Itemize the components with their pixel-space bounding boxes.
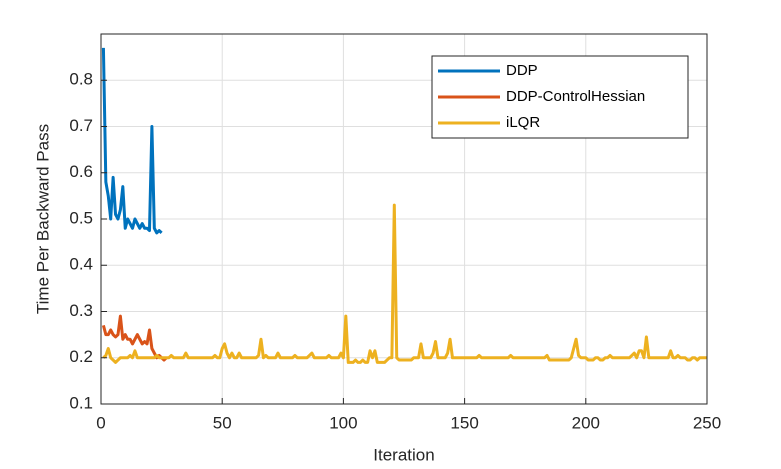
legend-label: iLQR [506,114,540,131]
legend: DDP DDP-ControlHessian iLQR [431,55,689,139]
series-line [101,47,163,235]
y-tick-label: 0.7 [69,116,93,135]
ticks: 0 50 100 150 200 250 0.1 0.2 0.3 0.4 0.5 0.6 0.7 0.8 [69,70,721,433]
x-tick-label: 150 [450,413,478,432]
x-tick-label: 200 [572,413,600,432]
legend-label: DDP [506,62,538,79]
y-tick-label: 0.4 [69,255,93,274]
x-tick-label: 250 [693,413,721,432]
y-tick-label: 0.1 [69,393,93,412]
legend-label: DDP-ControlHessian [506,88,645,105]
x-tick-label: 50 [213,413,232,432]
y-axis-label: Time Per Backward Pass [33,124,52,314]
x-tick-label: 100 [329,413,357,432]
plot-area [101,47,707,364]
x-axis-label: Iteration [373,445,434,464]
x-tick-label: 0 [96,413,105,432]
y-tick-label: 0.8 [69,70,93,89]
y-tick-label: 0.2 [69,347,93,366]
series-line [102,203,707,364]
y-tick-label: 0.5 [69,208,93,227]
y-tick-label: 0.3 [69,301,93,320]
y-tick-label: 0.6 [69,162,93,181]
